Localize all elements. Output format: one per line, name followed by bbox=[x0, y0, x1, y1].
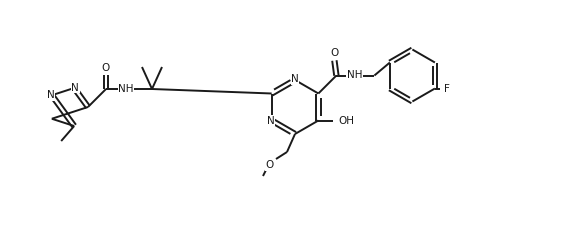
Text: N: N bbox=[47, 90, 55, 100]
Text: N: N bbox=[291, 74, 299, 84]
Text: F: F bbox=[444, 83, 450, 94]
Text: NH: NH bbox=[347, 70, 362, 81]
Text: O: O bbox=[266, 160, 274, 170]
Text: NH: NH bbox=[118, 84, 134, 94]
Text: OH: OH bbox=[339, 115, 355, 126]
Text: N: N bbox=[267, 115, 275, 126]
Text: N: N bbox=[71, 83, 79, 93]
Text: O: O bbox=[330, 49, 339, 58]
Text: O: O bbox=[102, 63, 110, 73]
